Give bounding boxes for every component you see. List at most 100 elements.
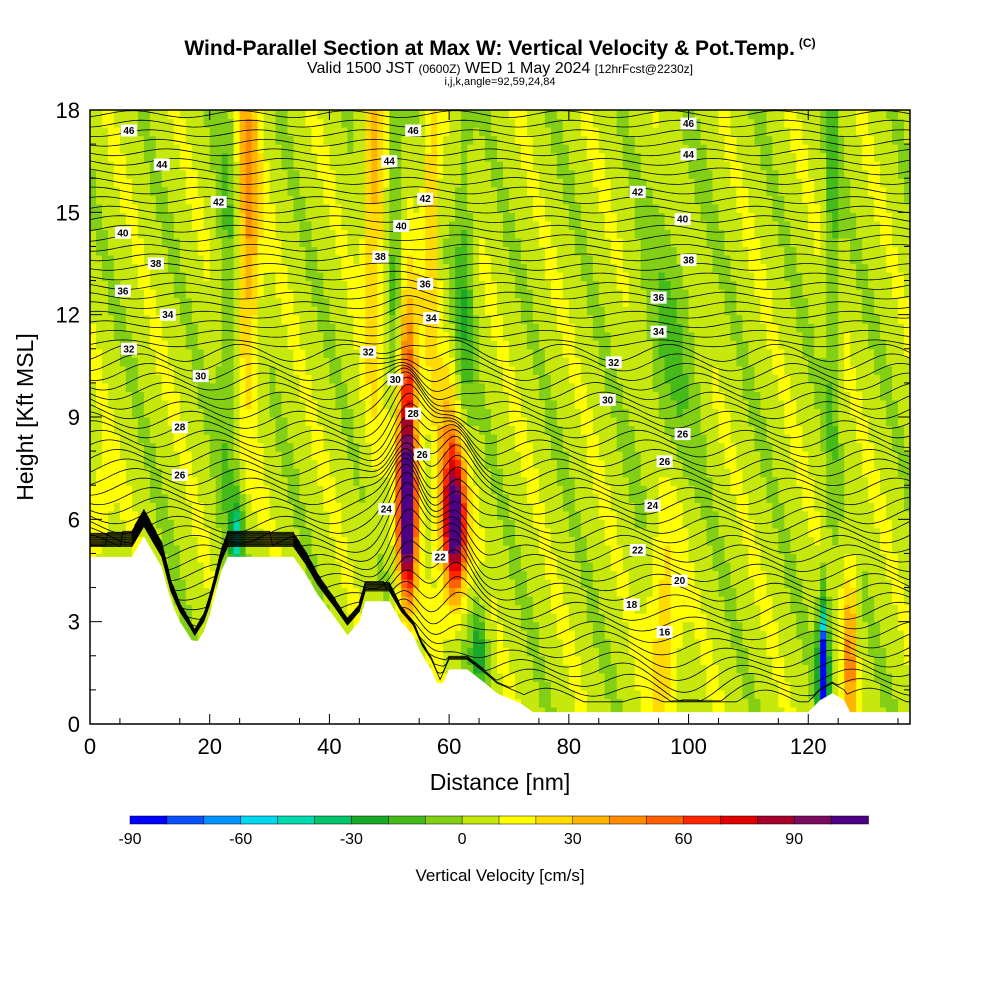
velocity-cell — [520, 502, 528, 512]
velocity-cell — [580, 621, 588, 631]
velocity-cell — [515, 459, 522, 469]
velocity-cell — [886, 698, 893, 708]
velocity-cell — [401, 442, 408, 452]
velocity-cell — [724, 510, 732, 520]
velocity-cell — [754, 604, 761, 614]
velocity-cell — [730, 485, 737, 495]
velocity-cell — [347, 417, 354, 427]
velocity-cell — [365, 510, 372, 520]
velocity-cell — [269, 476, 277, 486]
velocity-cell — [790, 451, 797, 461]
velocity-cell — [640, 570, 648, 580]
velocity-cell — [401, 485, 408, 495]
velocity-cell — [365, 425, 372, 435]
velocity-cell — [850, 536, 857, 546]
velocity-cell — [616, 442, 624, 452]
velocity-cell — [449, 664, 456, 674]
velocity-cell — [544, 681, 552, 691]
velocity-cell — [592, 596, 600, 606]
velocity-cell — [197, 596, 205, 606]
velocity-cell — [724, 459, 732, 469]
velocity-cell — [730, 425, 737, 435]
velocity-cell — [461, 476, 468, 486]
velocity-cell — [628, 621, 636, 631]
velocity-cell — [748, 519, 755, 529]
velocity-cell — [694, 698, 702, 708]
velocity-cell — [760, 493, 767, 503]
velocity-cell — [754, 681, 761, 691]
velocity-cell — [137, 434, 145, 444]
velocity-cell — [323, 510, 330, 520]
velocity-cell — [526, 579, 534, 589]
velocity-cell — [383, 587, 390, 597]
velocity-cell — [694, 647, 702, 657]
velocity-cell — [251, 417, 259, 427]
velocity-cell — [556, 459, 564, 469]
velocity-cell — [796, 630, 803, 640]
velocity-cell — [688, 485, 696, 495]
velocity-cell — [371, 459, 378, 469]
velocity-cell — [610, 502, 618, 512]
velocity-cell — [431, 544, 438, 554]
velocity-cell — [862, 510, 869, 520]
velocity-cell — [754, 425, 761, 435]
velocity-cell — [215, 544, 223, 554]
velocity-cell — [407, 425, 414, 435]
velocity-cell — [730, 689, 737, 699]
velocity-cell — [353, 519, 360, 529]
velocity-cell — [712, 689, 720, 699]
velocity-cell — [431, 442, 438, 452]
velocity-cell — [335, 527, 342, 537]
velocity-cell — [688, 613, 696, 623]
velocity-cell — [814, 544, 821, 554]
velocity-cell — [826, 476, 833, 486]
velocity-cell — [335, 510, 342, 520]
velocity-cell — [586, 476, 594, 486]
velocity-cell — [670, 536, 678, 546]
velocity-cell — [868, 681, 875, 691]
velocity-cell — [688, 459, 696, 469]
velocity-cell — [401, 562, 408, 572]
velocity-cell — [544, 442, 552, 452]
velocity-cell — [401, 493, 408, 503]
velocity-cell — [892, 493, 899, 503]
velocity-cell — [898, 587, 905, 597]
velocity-cell — [425, 562, 432, 572]
velocity-cell — [646, 689, 654, 699]
velocity-cell — [670, 672, 678, 682]
velocity-cell — [245, 544, 253, 554]
velocity-cell — [227, 502, 235, 512]
velocity-cell — [556, 579, 564, 589]
velocity-cell — [425, 630, 432, 640]
velocity-cell — [688, 655, 696, 665]
velocity-cell — [389, 468, 396, 478]
velocity-cell — [892, 698, 899, 708]
velocity-cell — [880, 476, 887, 486]
velocity-cell — [515, 544, 522, 554]
velocity-cell — [155, 408, 163, 418]
velocity-cell — [676, 544, 684, 554]
velocity-cell — [389, 553, 396, 563]
velocity-cell — [293, 417, 301, 427]
velocity-cell — [574, 562, 582, 572]
velocity-cell — [461, 630, 468, 640]
velocity-cell — [892, 519, 899, 529]
velocity-cell — [497, 604, 504, 614]
velocity-cell — [550, 493, 558, 503]
velocity-cell — [730, 476, 737, 486]
velocity-cell — [108, 476, 115, 486]
velocity-cell — [161, 417, 169, 427]
velocity-cell — [515, 604, 522, 614]
velocity-cell — [515, 502, 522, 512]
velocity-cell — [844, 417, 851, 427]
velocity-cell — [383, 485, 390, 495]
velocity-cell — [191, 485, 199, 495]
velocity-cell — [509, 493, 516, 503]
velocity-cell — [245, 502, 253, 512]
velocity-cell — [161, 425, 169, 435]
velocity-cell — [532, 570, 540, 580]
velocity-cell — [509, 664, 516, 674]
velocity-cell — [461, 579, 468, 589]
velocity-cell — [580, 527, 588, 537]
velocity-cell — [808, 681, 815, 691]
